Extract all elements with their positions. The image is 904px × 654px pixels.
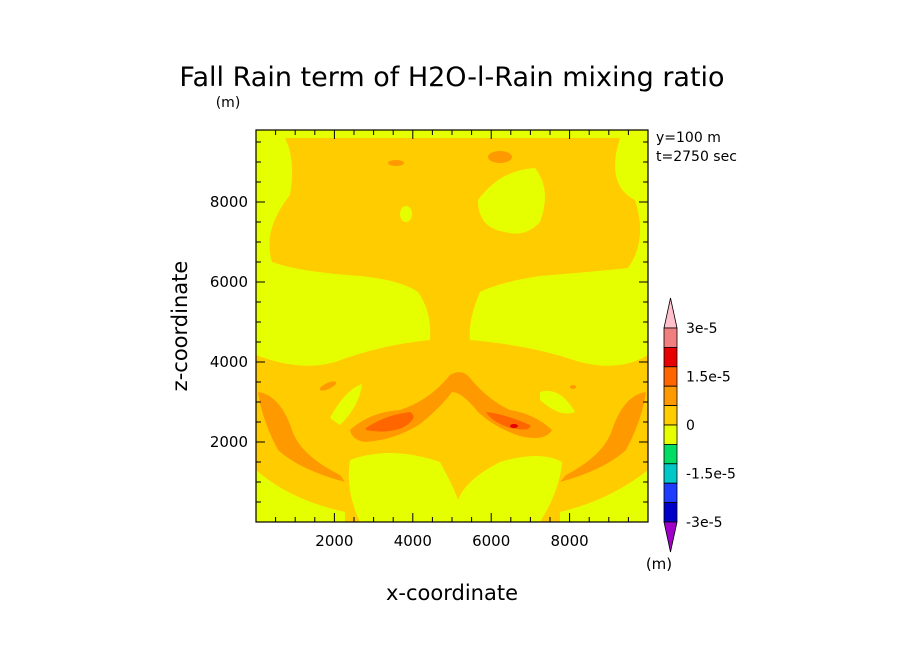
small-spot-right — [570, 385, 576, 389]
colorbar-bottom-arrow — [663, 521, 678, 553]
y-axis-label: z-coordinate — [168, 261, 192, 392]
lower-corner-left — [256, 470, 345, 522]
x-axis: 2000 4000 6000 8000 — [275, 130, 629, 550]
lower-corner-right — [560, 470, 648, 522]
region-upper-anvil — [269, 138, 641, 340]
colorbar-tick-label: -1.5e-5 — [686, 467, 736, 483]
x-tick-label: 4000 — [394, 532, 432, 550]
y-axis: 2000 4000 6000 8000 — [210, 141, 648, 503]
lower-base-yellow — [348, 452, 562, 522]
x-tick-label: 8000 — [551, 532, 589, 550]
x-axis-label: x-coordinate — [386, 581, 518, 605]
peak-dot — [510, 424, 518, 428]
chart-title: Fall Rain term of H2O-l-Rain mixing rati… — [179, 62, 724, 93]
anvil-hole-left — [400, 206, 412, 222]
region-peak-core-right — [486, 412, 531, 430]
region-side-band-right — [560, 392, 646, 482]
colorbar-box — [663, 463, 678, 484]
contour-field — [256, 130, 648, 522]
y-tick-label: 8000 — [210, 193, 248, 211]
colorbar-tick-label: 0 — [686, 418, 695, 434]
colorbar-box — [663, 424, 678, 445]
lower-band-right — [540, 390, 575, 414]
region-peak-core-left — [366, 412, 414, 432]
colorbar-tick-label: 1.5e-5 — [686, 370, 731, 386]
anvil-hole-right — [478, 168, 545, 234]
colorbar-tick-label: -3e-5 — [686, 515, 723, 531]
chart-title-unit: (m) — [216, 95, 241, 111]
x-tick-label: 2000 — [315, 532, 353, 550]
anvil-spot-small — [388, 160, 404, 166]
x-tick-label: 6000 — [472, 532, 510, 550]
colorbar-box — [663, 346, 678, 368]
colorbar-box — [663, 482, 678, 504]
anvil-spot-top — [488, 151, 512, 163]
colorbar-box — [663, 443, 678, 465]
colorbar-box — [663, 502, 678, 523]
annotation-t: t=2750 sec — [656, 149, 737, 165]
colorbar-top-arrow — [663, 297, 678, 329]
colorbar-box — [663, 327, 678, 348]
colorbar-tick-label: 3e-5 — [686, 321, 717, 337]
lower-band-left — [330, 384, 362, 425]
colorbar-box — [663, 405, 678, 426]
y-tick-label: 4000 — [210, 353, 248, 371]
colorbar-unit: (m) — [646, 555, 672, 573]
y-tick-label: 6000 — [210, 273, 248, 291]
y-tick-label: 2000 — [210, 433, 248, 451]
colorbar: 3e-5 1.5e-5 0 -1.5e-5 -3e-5 — [663, 297, 736, 553]
colorbar-box — [663, 366, 678, 387]
colorbar-box — [663, 385, 678, 407]
annotation-y: y=100 m — [656, 130, 721, 146]
region-side-band-left — [258, 392, 345, 482]
small-spot-left — [319, 381, 337, 391]
